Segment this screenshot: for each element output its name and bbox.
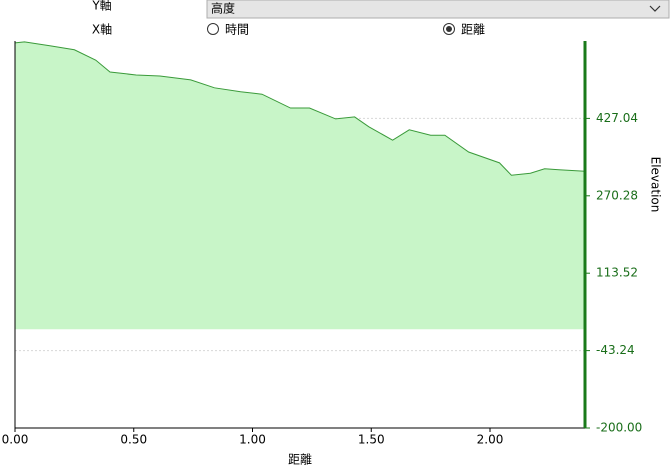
- y-tick-label: 270.28: [596, 188, 638, 202]
- y-tick-label: -43.24: [596, 343, 635, 357]
- dropdown-value: 高度: [211, 1, 235, 16]
- radio-button[interactable]: [207, 23, 219, 35]
- radio-label: 距離: [461, 23, 485, 37]
- x-tick-label: 1.00: [239, 433, 266, 447]
- x-tick-label: 1.50: [358, 433, 385, 447]
- x-tick-label: 2.00: [477, 433, 504, 447]
- x-axis-label: X軸: [92, 23, 112, 37]
- y-axis-title: Elevation: [649, 157, 663, 213]
- radio-label: 時間: [225, 23, 249, 37]
- radio-dot: [446, 26, 452, 32]
- y-axis-dropdown[interactable]: [206, 0, 670, 19]
- y-tick-label: 427.04: [596, 111, 638, 125]
- y-tick-label: 113.52: [596, 266, 638, 280]
- y-axis-label: Y軸: [91, 0, 111, 13]
- x-tick-label: 0.00: [2, 433, 29, 447]
- x-axis-title: 距離: [288, 453, 312, 467]
- area-fill: [15, 41, 585, 330]
- dropdown-chevron: [649, 5, 661, 12]
- y-tick-label: -200.00: [596, 421, 642, 435]
- area-line: [14, 41, 586, 176]
- x-tick-label: 0.50: [120, 433, 147, 447]
